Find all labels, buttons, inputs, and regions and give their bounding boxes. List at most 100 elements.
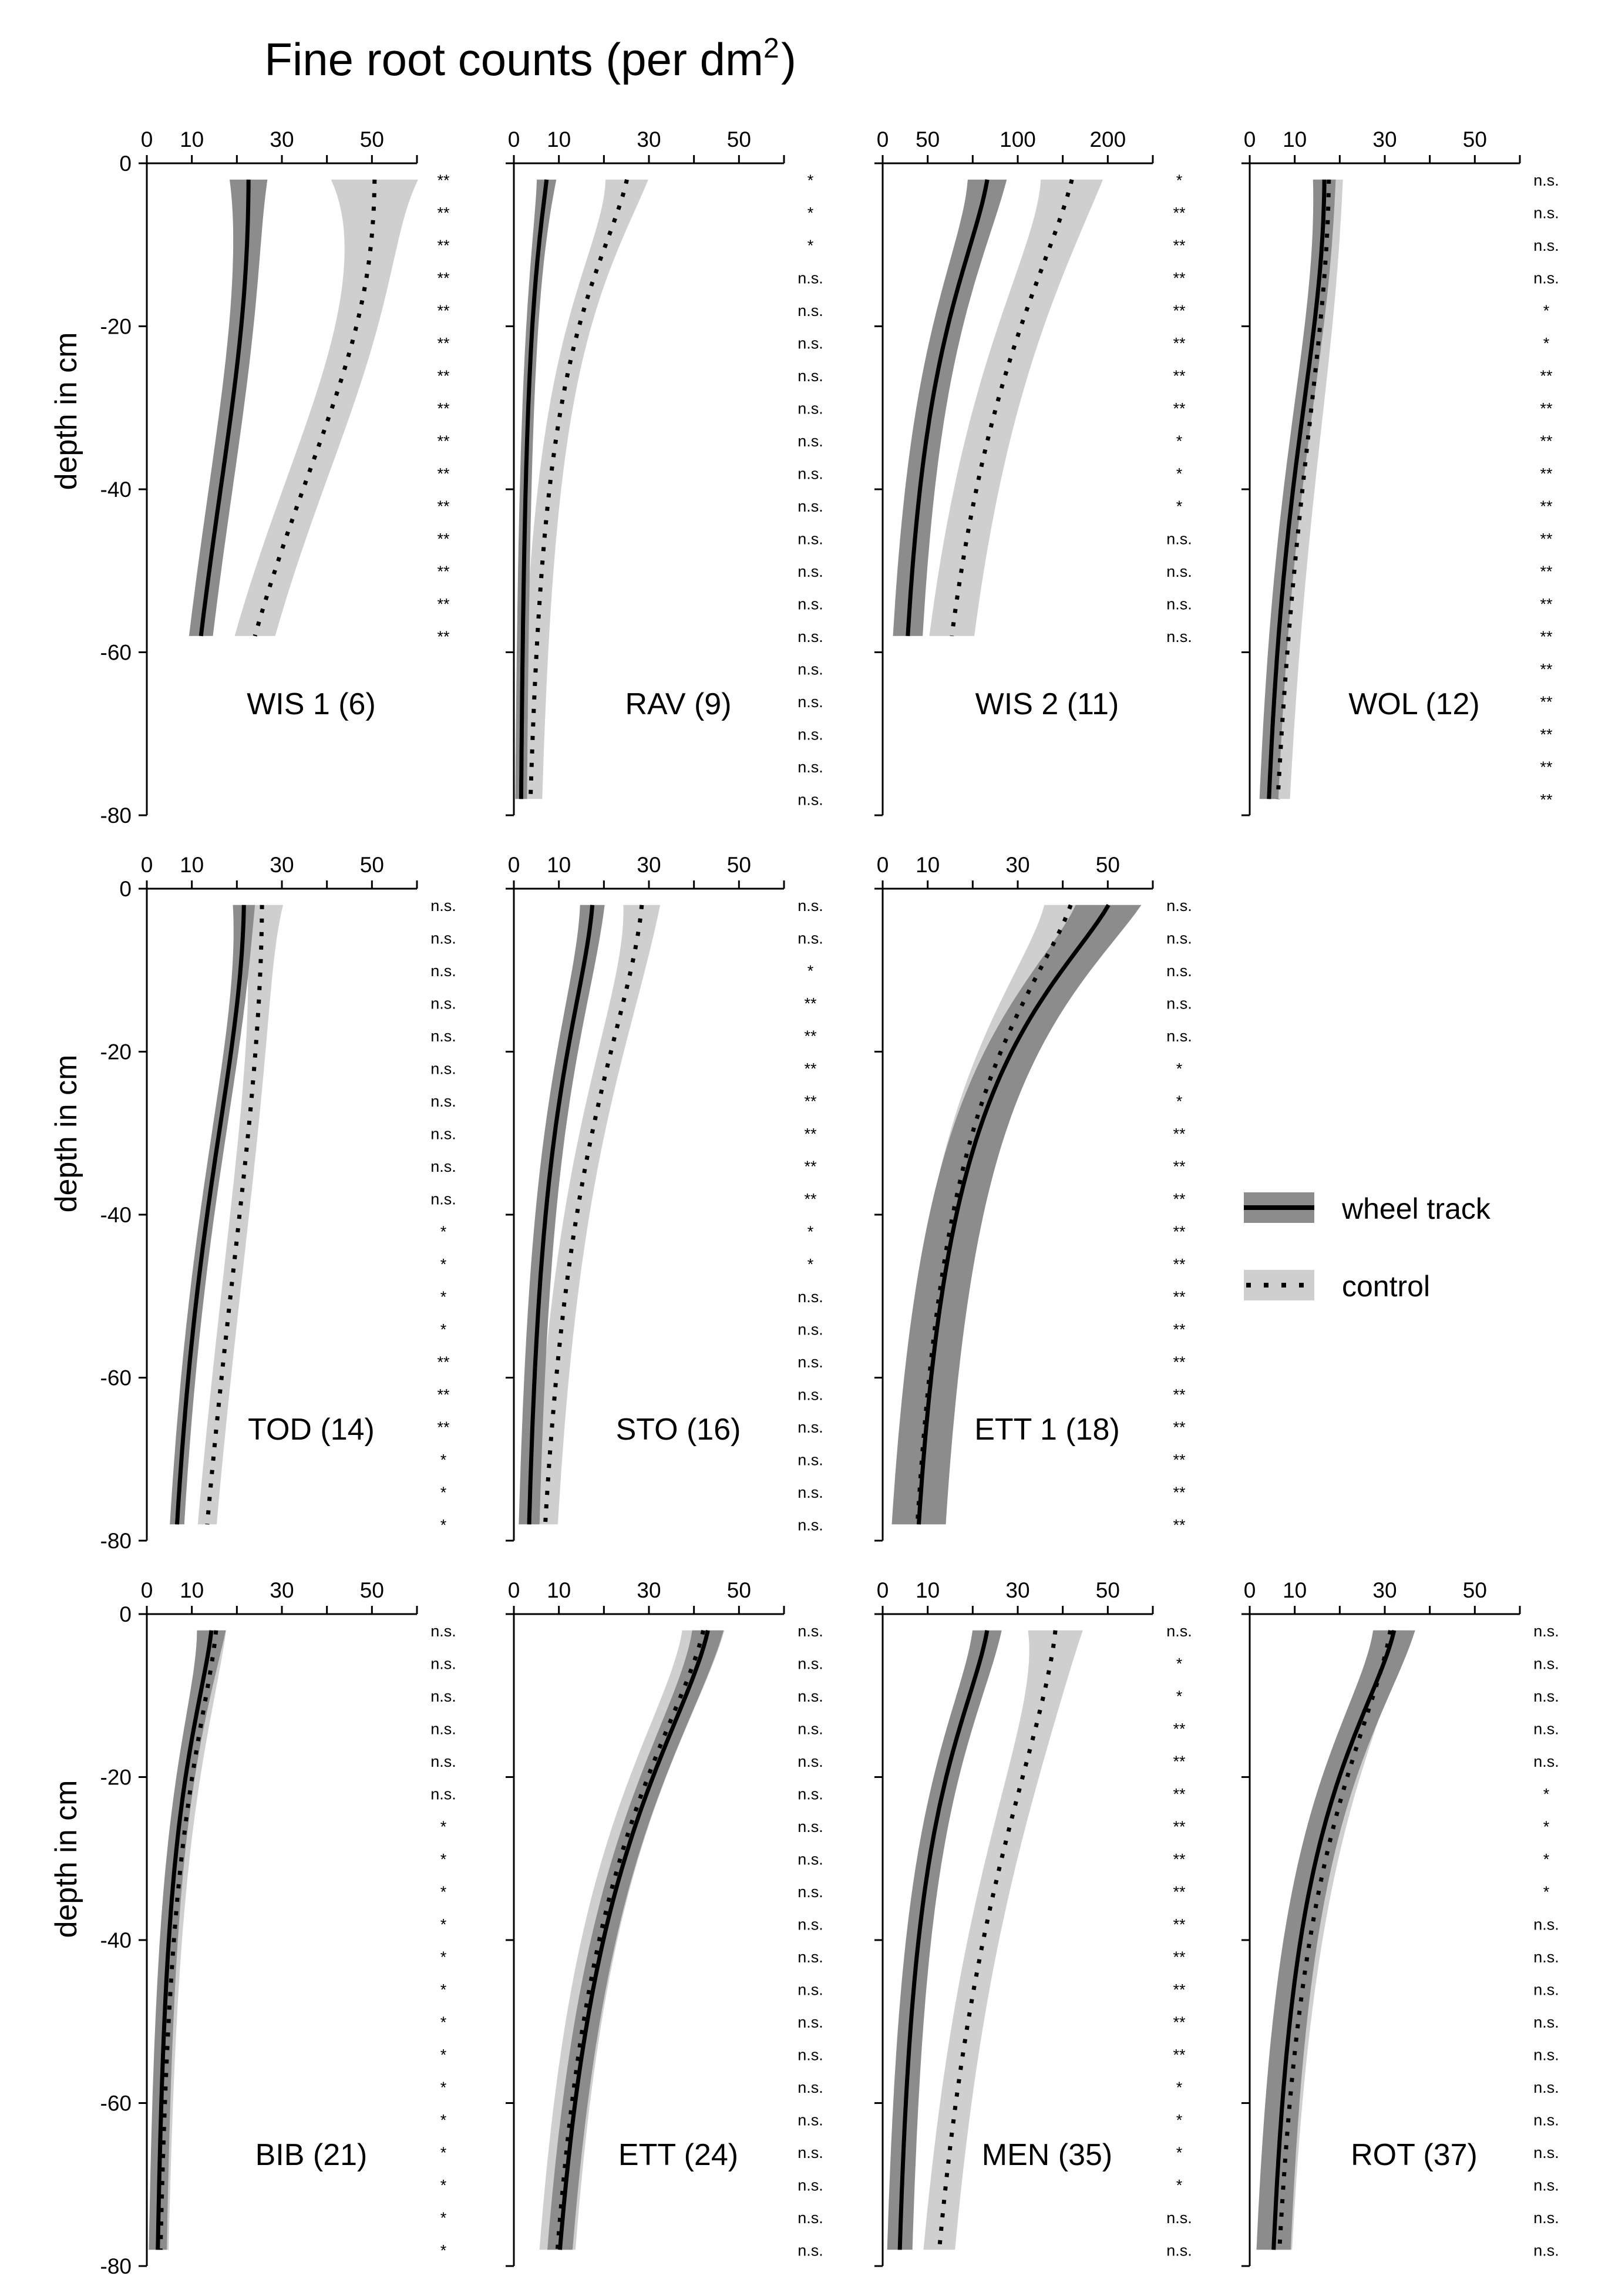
significance-mark: n.s.: [798, 1418, 823, 1436]
significance-mark: **: [437, 465, 450, 482]
significance-mark: *: [1543, 334, 1550, 352]
significance-mark: *: [1176, 2176, 1183, 2194]
legend: wheel track control: [1244, 1192, 1491, 1303]
significance-mark: n.s.: [798, 1516, 823, 1534]
significance-mark: n.s.: [1166, 1027, 1192, 1045]
significance-mark: *: [807, 962, 814, 980]
significance-mark: n.s.: [798, 1818, 823, 1836]
wheel-track-band: [519, 905, 605, 1525]
significance-mark: **: [437, 367, 450, 385]
significance-mark: **: [804, 1060, 817, 1077]
significance-mark: *: [440, 2241, 447, 2259]
x-tick-label: 50: [360, 127, 384, 152]
x-tick-label: 50: [1096, 853, 1120, 877]
x-tick-label: 30: [637, 853, 661, 877]
y-axis-labels: depth in cm depth in cm depth in cm: [49, 332, 83, 1938]
significance-mark: **: [1173, 1125, 1186, 1142]
x-tick-label: 0: [877, 853, 889, 877]
significance-mark: n.s.: [798, 1655, 823, 1672]
control-line: [1276, 179, 1331, 799]
significance-mark: *: [440, 1516, 447, 1534]
significance-mark: **: [1173, 302, 1186, 320]
significance-mark: *: [1543, 1883, 1550, 1901]
significance-mark: *: [1543, 302, 1550, 320]
significance-mark: n.s.: [430, 1655, 456, 1672]
significance-mark: *: [1543, 1850, 1550, 1868]
control-band: [152, 1630, 226, 2250]
x-tick-label: 0: [508, 853, 520, 877]
control-line: [158, 1630, 218, 2250]
x-tick-label: 0: [508, 127, 520, 152]
significance-mark: n.s.: [798, 1915, 823, 1933]
significance-mark: **: [1540, 725, 1553, 743]
significance-mark: **: [437, 1386, 450, 1403]
significance-mark: n.s.: [1533, 2176, 1559, 2194]
significance-mark: n.s.: [1166, 929, 1192, 947]
significance-mark: **: [1173, 1320, 1186, 1338]
significance-mark: **: [1173, 1753, 1186, 1770]
significance-mark: **: [437, 497, 450, 515]
significance-mark: *: [440, 2209, 447, 2227]
significance-mark: **: [1540, 791, 1553, 808]
panel-rot-37: 0 10 30 50 ROT (37) n.s. n.s. n.s. n.s. n.s. * * * * n…: [1241, 1578, 1559, 2267]
significance-mark: *: [440, 1850, 447, 1868]
significance-mark: n.s.: [798, 399, 823, 417]
significance-mark: **: [437, 1353, 450, 1371]
significance-mark: **: [437, 172, 450, 189]
significance-mark: **: [437, 302, 450, 320]
panel-tod-14: 0 10 30 50 0 -20 -40 -60 -80 TOD (14) n.s. n.s. n.s.…: [100, 853, 456, 1553]
y-tick-label: -80: [100, 804, 132, 828]
significance-mark: n.s.: [1533, 1720, 1559, 1737]
control-line: [937, 1630, 1058, 2250]
significance-mark: *: [807, 1223, 814, 1241]
significance-mark: n.s.: [1166, 897, 1192, 915]
x-tick-label: 0: [877, 1578, 889, 1602]
significance-mark: n.s.: [1166, 994, 1192, 1012]
y-tick-label: 0: [119, 152, 132, 176]
x-tick-label: 10: [1283, 127, 1307, 152]
significance-mark: n.s.: [1166, 962, 1192, 980]
significance-mark: n.s.: [1533, 2209, 1559, 2227]
significance-mark: n.s.: [430, 994, 456, 1012]
significance-mark: n.s.: [798, 725, 823, 743]
significance-mark: *: [440, 1948, 447, 1966]
significance-mark: **: [1540, 628, 1553, 646]
panel-label: ETT (24): [618, 2138, 738, 2172]
significance-mark: n.s.: [430, 1092, 456, 1110]
control-band: [533, 905, 661, 1525]
significance-mark: n.s.: [430, 962, 456, 980]
panel-ett-24: 0 10 30 50 ETT (24) n.s. n.s. n.s. n.s. n.s. n.s. n…: [506, 1578, 823, 2267]
control-band: [923, 1630, 1083, 2250]
significance-mark: n.s.: [798, 791, 823, 808]
wheel-track-line: [527, 905, 595, 1525]
significance-mark: **: [1540, 693, 1553, 711]
control-line: [253, 179, 377, 637]
significance-mark: n.s.: [798, 1622, 823, 1640]
significance-mark: n.s.: [1166, 2209, 1192, 2227]
x-tick-label: 10: [180, 853, 204, 877]
x-tick-label: 50: [360, 853, 384, 877]
x-tick-label: 30: [270, 127, 294, 152]
y-tick-label: 0: [119, 877, 132, 901]
significance-mark: *: [440, 2013, 447, 2031]
significance-mark: *: [1176, 465, 1183, 482]
x-tick-label: 50: [916, 127, 940, 152]
significance-mark: n.s.: [430, 1027, 456, 1045]
significance-mark: *: [440, 1320, 447, 1338]
panel-label: STO (16): [616, 1413, 741, 1447]
significance-mark: n.s.: [1533, 1915, 1559, 1933]
significance-mark: **: [1173, 1981, 1186, 1998]
significance-mark: n.s.: [798, 1288, 823, 1306]
panel-label: ROT (37): [1351, 2138, 1478, 2172]
significance-mark: *: [440, 1288, 447, 1306]
x-tick-label: 30: [637, 1578, 661, 1602]
significance-mark: n.s.: [798, 1386, 823, 1403]
significance-mark: **: [1173, 2046, 1186, 2063]
significance-mark: n.s.: [430, 1125, 456, 1142]
y-tick-label: -40: [100, 1928, 132, 1952]
y-tick-label: -40: [100, 478, 132, 502]
wheel-track-band: [893, 179, 1007, 636]
